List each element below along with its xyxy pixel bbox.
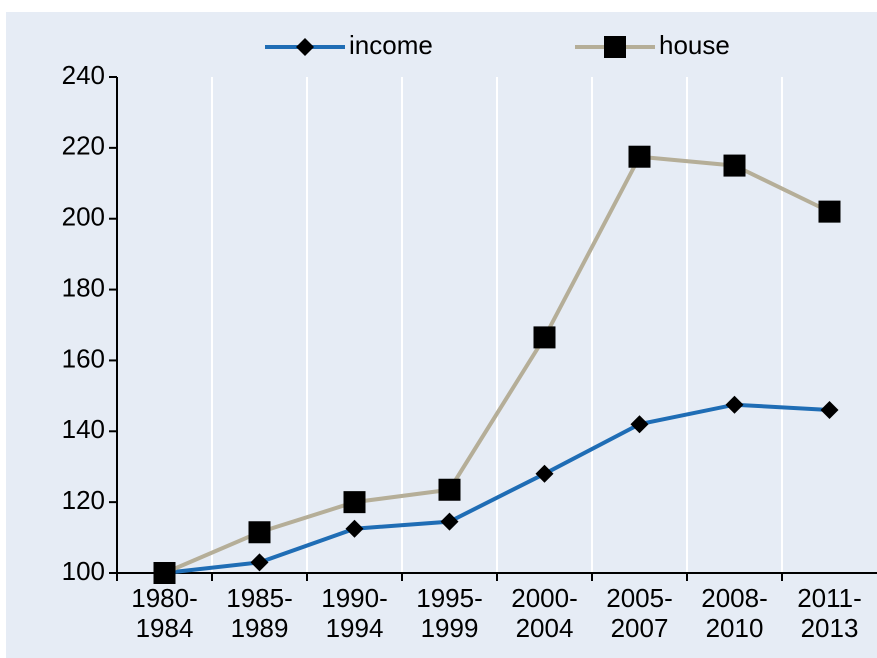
data-point xyxy=(440,512,459,531)
data-point xyxy=(345,519,364,538)
data-point xyxy=(628,145,651,168)
data-point xyxy=(820,401,839,420)
data-point xyxy=(248,521,271,544)
data-point xyxy=(153,562,176,584)
legend-marker xyxy=(604,36,626,58)
y-tick-label: 120 xyxy=(62,485,105,515)
legend-label: income xyxy=(349,30,433,60)
y-tick-label: 240 xyxy=(62,60,105,90)
data-point xyxy=(535,464,554,483)
data-point xyxy=(725,395,744,414)
y-tick-label: 140 xyxy=(62,414,105,444)
data-point xyxy=(533,326,556,349)
data-point xyxy=(630,415,649,434)
data-point xyxy=(250,553,269,572)
background xyxy=(6,12,877,658)
data-point xyxy=(818,200,841,223)
legend-marker xyxy=(296,38,314,56)
y-tick-label: 180 xyxy=(62,272,105,302)
series-line xyxy=(164,402,830,575)
y-tick-label: 100 xyxy=(62,556,105,586)
legend-label: house xyxy=(659,30,730,60)
data-point xyxy=(723,154,746,177)
series-line xyxy=(163,154,831,575)
data-point xyxy=(343,491,366,514)
y-tick-label: 220 xyxy=(62,131,105,161)
x-tick-label: 2000- 2004 xyxy=(511,583,578,643)
data-point xyxy=(438,478,461,501)
x-tick-label: 2008- 2010 xyxy=(701,583,768,643)
x-tick-label: 1995- 1999 xyxy=(416,583,483,643)
x-tick-label: 2011- 2013 xyxy=(797,583,862,643)
x-tick-label: 1985- 1989 xyxy=(226,583,293,643)
x-tick-label: 1980- 1984 xyxy=(131,583,198,643)
x-tick-label: 2005- 2007 xyxy=(606,583,673,643)
y-tick-label: 160 xyxy=(62,343,105,373)
y-tick-label: 200 xyxy=(62,202,105,232)
x-tick-label: 1990- 1994 xyxy=(321,583,388,643)
